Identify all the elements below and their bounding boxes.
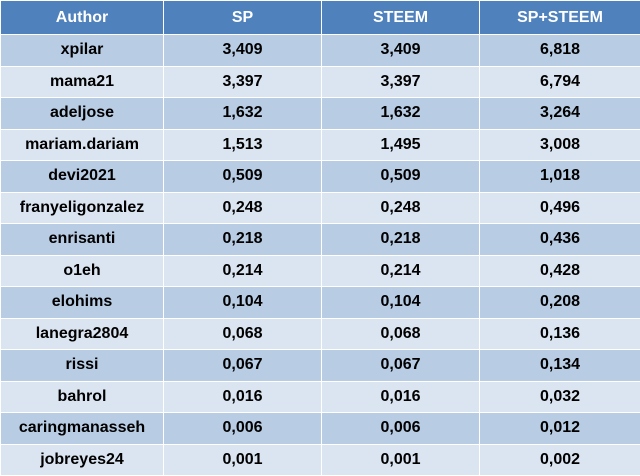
sp-cell: 0,218 (163, 223, 322, 256)
sp-cell: 0,248 (163, 191, 322, 224)
table-row: bahrol 0,016 0,016 0,032 (0, 380, 640, 413)
steem-cell: 0,006 (321, 412, 480, 445)
table-row: xpilar 3,409 3,409 6,818 (0, 34, 640, 67)
author-cell: rissi (0, 349, 164, 382)
table-row: rissi 0,067 0,067 0,134 (0, 349, 640, 382)
steem-cell: 0,016 (321, 380, 480, 413)
sp-plus-steem-cell: 0,428 (479, 254, 640, 287)
sp-plus-steem-cell: 0,134 (479, 349, 640, 382)
steem-cell: 0,104 (321, 286, 480, 319)
steem-cell: 1,495 (321, 128, 480, 161)
sp-plus-steem-cell: 0,012 (479, 412, 640, 445)
author-cell: devi2021 (0, 160, 164, 193)
sp-cell: 0,067 (163, 349, 322, 382)
header-author: Author (0, 0, 164, 35)
steem-cell: 0,068 (321, 317, 480, 350)
author-cell: lanegra2804 (0, 317, 164, 350)
steem-cell: 0,001 (321, 443, 480, 476)
table-row: enrisanti 0,218 0,218 0,436 (0, 223, 640, 256)
steem-cell: 0,248 (321, 191, 480, 224)
sp-cell: 0,006 (163, 412, 322, 445)
sp-plus-steem-cell: 1,018 (479, 160, 640, 193)
sp-cell: 0,104 (163, 286, 322, 319)
sp-plus-steem-cell: 6,818 (479, 34, 640, 67)
sp-cell: 0,214 (163, 254, 322, 287)
table-row: franyeligonzalez 0,248 0,248 0,496 (0, 191, 640, 224)
header-sp-plus-steem: SP+STEEM (479, 0, 640, 35)
sp-plus-steem-cell: 0,208 (479, 286, 640, 319)
steem-cell: 3,409 (321, 34, 480, 67)
author-cell: mariam.dariam (0, 128, 164, 161)
table-row: devi2021 0,509 0,509 1,018 (0, 160, 640, 193)
table-row: o1eh 0,214 0,214 0,428 (0, 254, 640, 287)
steem-cell: 3,397 (321, 65, 480, 98)
author-cell: caringmanasseh (0, 412, 164, 445)
header-sp: SP (163, 0, 322, 35)
sp-plus-steem-cell: 6,794 (479, 65, 640, 98)
sp-plus-steem-cell: 0,496 (479, 191, 640, 224)
table-row: caringmanasseh 0,006 0,006 0,012 (0, 412, 640, 445)
table-row: mama21 3,397 3,397 6,794 (0, 65, 640, 98)
steem-cell: 0,067 (321, 349, 480, 382)
table-row: elohims 0,104 0,104 0,208 (0, 286, 640, 319)
table-body: xpilar 3,409 3,409 6,818 mama21 3,397 3,397 6,7… (0, 34, 640, 476)
steem-cell: 0,214 (321, 254, 480, 287)
sp-plus-steem-cell: 0,436 (479, 223, 640, 256)
steem-cell: 1,632 (321, 97, 480, 130)
author-cell: elohims (0, 286, 164, 319)
table-row: mariam.dariam 1,513 1,495 3,008 (0, 128, 640, 161)
author-cell: franyeligonzalez (0, 191, 164, 224)
author-cell: xpilar (0, 34, 164, 67)
sp-cell: 0,509 (163, 160, 322, 193)
table-header: Author SP STEEM SP+STEEM (0, 0, 640, 35)
header-steem: STEEM (321, 0, 480, 35)
table-row: jobreyes24 0,001 0,001 0,002 (0, 443, 640, 476)
sp-cell: 1,513 (163, 128, 322, 161)
sp-cell: 0,016 (163, 380, 322, 413)
table-row: adeljose 1,632 1,632 3,264 (0, 97, 640, 130)
sp-plus-steem-cell: 3,264 (479, 97, 640, 130)
steem-cell: 0,218 (321, 223, 480, 256)
table-row: lanegra2804 0,068 0,068 0,136 (0, 317, 640, 350)
steem-cell: 0,509 (321, 160, 480, 193)
header-row: Author SP STEEM SP+STEEM (0, 0, 640, 35)
author-cell: jobreyes24 (0, 443, 164, 476)
sp-cell: 3,397 (163, 65, 322, 98)
sp-cell: 0,001 (163, 443, 322, 476)
author-cell: o1eh (0, 254, 164, 287)
author-cell: bahrol (0, 380, 164, 413)
sp-cell: 1,632 (163, 97, 322, 130)
sp-plus-steem-cell: 0,002 (479, 443, 640, 476)
sp-plus-steem-cell: 3,008 (479, 128, 640, 161)
sp-plus-steem-cell: 0,136 (479, 317, 640, 350)
author-cell: enrisanti (0, 223, 164, 256)
sp-cell: 0,068 (163, 317, 322, 350)
author-cell: adeljose (0, 97, 164, 130)
author-cell: mama21 (0, 65, 164, 98)
sp-cell: 3,409 (163, 34, 322, 67)
sp-plus-steem-cell: 0,032 (479, 380, 640, 413)
